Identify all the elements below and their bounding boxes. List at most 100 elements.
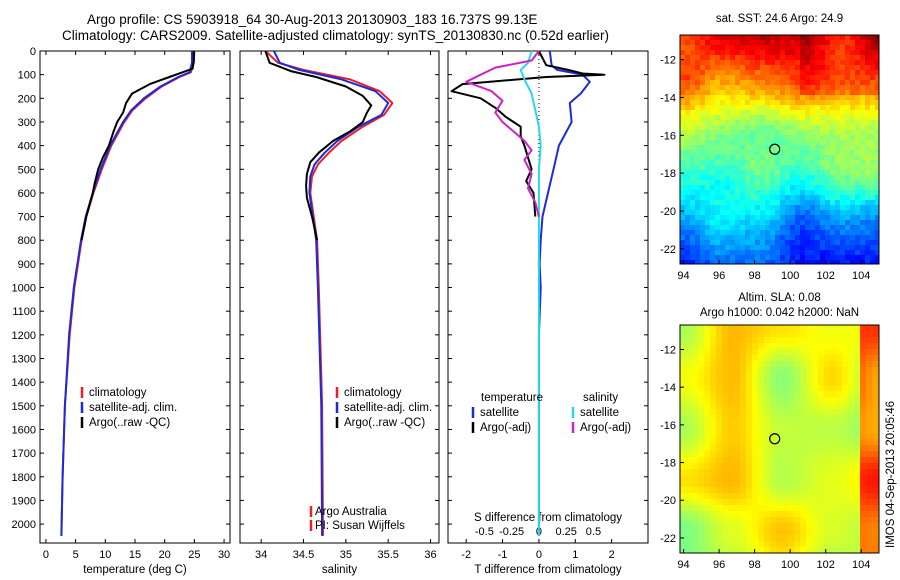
argo-location-marker xyxy=(769,143,781,155)
series-line-argo--adj- xyxy=(450,50,606,217)
y-tick-label: 700 xyxy=(18,212,36,224)
y-tick-label: 1500 xyxy=(12,401,36,413)
top-x-tick-label: 0.5 xyxy=(586,526,601,538)
map-y-tick-label: -14 xyxy=(660,92,676,104)
map-x-tick-label: 94 xyxy=(677,270,689,282)
y-tick-label: 2000 xyxy=(12,519,36,531)
x-axis-label: salinity xyxy=(322,564,357,576)
x-tick-label: 34.5 xyxy=(293,549,314,561)
map-x-tick-label: 98 xyxy=(749,559,761,571)
series-line-satellite-adj--clim- xyxy=(273,50,390,536)
map-frame xyxy=(679,324,880,554)
sla-map: 94 96 98 100 102 104 -12 -14 -16 -18 -20 -22 Altim. … xyxy=(660,292,880,571)
y-tick-label: 900 xyxy=(18,259,36,271)
legend-title: temperature xyxy=(481,392,543,404)
y-tick-label: 500 xyxy=(18,164,36,176)
y-tick-label: 1000 xyxy=(12,283,36,295)
y-tick-label: 0 xyxy=(30,46,36,58)
map-x-tick-label: 104 xyxy=(852,559,870,571)
map-x-tick-label: 100 xyxy=(781,270,799,282)
y-tick-label: 1200 xyxy=(12,330,36,342)
series-line-satellite xyxy=(519,50,542,536)
x-tick-label: 0 xyxy=(43,549,49,561)
title-line-1: Argo profile: CS 5903918_64 30-Aug-2013 … xyxy=(87,12,538,27)
map-y-tick-label: -14 xyxy=(660,382,676,394)
x-tick-label: 30 xyxy=(218,549,230,561)
map-x-tick-label: 102 xyxy=(817,559,835,571)
x-axis-label: temperature (deg C) xyxy=(83,564,187,576)
map-y-tick-label: -20 xyxy=(660,206,676,218)
map-x-tick-label: 104 xyxy=(852,270,870,282)
annotation-text: Argo Australia xyxy=(315,506,387,518)
x-tick-label: 34 xyxy=(255,549,267,561)
series-line-argo--adj- xyxy=(465,50,540,217)
x-tick-label: 1 xyxy=(572,549,578,561)
plot-frame xyxy=(39,50,231,544)
legend-label: satellite-adj. clim. xyxy=(344,402,432,414)
sst-map: 94 96 98 100 102 104 -12 -14 -16 -18 -20 -22 sat. SS… xyxy=(660,13,880,282)
x-tick-label: 15 xyxy=(129,549,141,561)
map-x-tick-label: 102 xyxy=(817,270,835,282)
map-y-tick-label: -12 xyxy=(660,344,676,356)
map-y-tick-label: -22 xyxy=(660,244,676,256)
heatmap-cells xyxy=(680,35,879,264)
x-tick-label: 5 xyxy=(73,549,79,561)
title-line-2: Climatology: CARS2009. Satellite-adjuste… xyxy=(62,28,610,43)
map-y-tick-label: -18 xyxy=(660,458,676,470)
x-tick-label: 0 xyxy=(536,549,542,561)
map-x-tick-label: 96 xyxy=(713,270,725,282)
legend-label: Argo(-adj) xyxy=(580,422,631,434)
y-tick-label: 1600 xyxy=(12,424,36,436)
x-tick-label: 20 xyxy=(159,549,171,561)
y-tick-label: 1800 xyxy=(12,472,36,484)
plot-frame xyxy=(239,50,440,544)
argo-location-marker xyxy=(769,433,781,445)
map-frame xyxy=(679,34,880,265)
series-line-satellite-adj--clim- xyxy=(60,51,193,536)
map-x-tick-label: 96 xyxy=(713,559,725,571)
legend-label: satellite-adj. clim. xyxy=(89,402,177,414)
map-y-tick-label: -12 xyxy=(660,55,676,67)
y-tick-label: 1900 xyxy=(12,495,36,507)
x-tick-label: 10 xyxy=(99,549,111,561)
map-y-tick-label: -16 xyxy=(660,420,676,432)
y-tick-label: 1100 xyxy=(12,306,36,318)
y-tick-label: 1400 xyxy=(12,377,36,389)
legend-label: Argo(..raw -QC) xyxy=(344,417,425,429)
legend-label: climatology xyxy=(344,387,402,399)
temperature-profile: 0 5 10 15 20 25 300100200300400500600700800900… xyxy=(12,46,231,576)
x-tick-label: 36 xyxy=(424,549,436,561)
salinity-profile: 34 34.5 35 35.5 36 salinity climatology satelli… xyxy=(239,50,440,576)
plot-frame xyxy=(447,50,649,544)
y-tick-label: 200 xyxy=(18,93,36,105)
y-tick-label: 300 xyxy=(18,117,36,129)
x-axis-label: T difference from climatology xyxy=(474,564,621,576)
top-x-tick-label: -0.25 xyxy=(499,526,524,538)
x-tick-label: 35.5 xyxy=(377,549,398,561)
imos-stamp: IMOS 04-Sep-2013 20:05:46 xyxy=(885,401,897,548)
map-y-tick-label: -16 xyxy=(660,130,676,142)
annotation-text: PI: Susan Wijffels xyxy=(315,520,405,532)
legend-label: satellite xyxy=(480,407,519,419)
x-tick-label: 35 xyxy=(340,549,352,561)
series-line-argo---raw--qc- xyxy=(80,51,195,241)
y-tick-label: 1300 xyxy=(12,354,36,366)
y-tick-label: 100 xyxy=(18,70,36,82)
map-x-tick-label: 100 xyxy=(781,559,799,571)
x-tick-label: -1 xyxy=(498,549,508,561)
map-y-tick-label: -22 xyxy=(660,533,676,545)
y-tick-label: 1700 xyxy=(12,448,36,460)
series-line-argo---raw--qc- xyxy=(264,50,373,241)
y-tick-label: 400 xyxy=(18,141,36,153)
map-x-tick-label: 98 xyxy=(749,270,761,282)
legend-label: Argo(-adj) xyxy=(480,422,531,434)
legend-label: climatology xyxy=(89,387,147,399)
series-line-satellite xyxy=(537,50,591,536)
map-subtitle: Argo h1000: 0.042 h2000: NaN xyxy=(700,307,859,319)
map-x-tick-label: 94 xyxy=(677,559,689,571)
x-tick-label: 25 xyxy=(188,549,200,561)
legend-title: salinity xyxy=(583,392,618,404)
heatmap-cells xyxy=(680,325,879,553)
top-x-tick-label: -0.5 xyxy=(475,526,494,538)
